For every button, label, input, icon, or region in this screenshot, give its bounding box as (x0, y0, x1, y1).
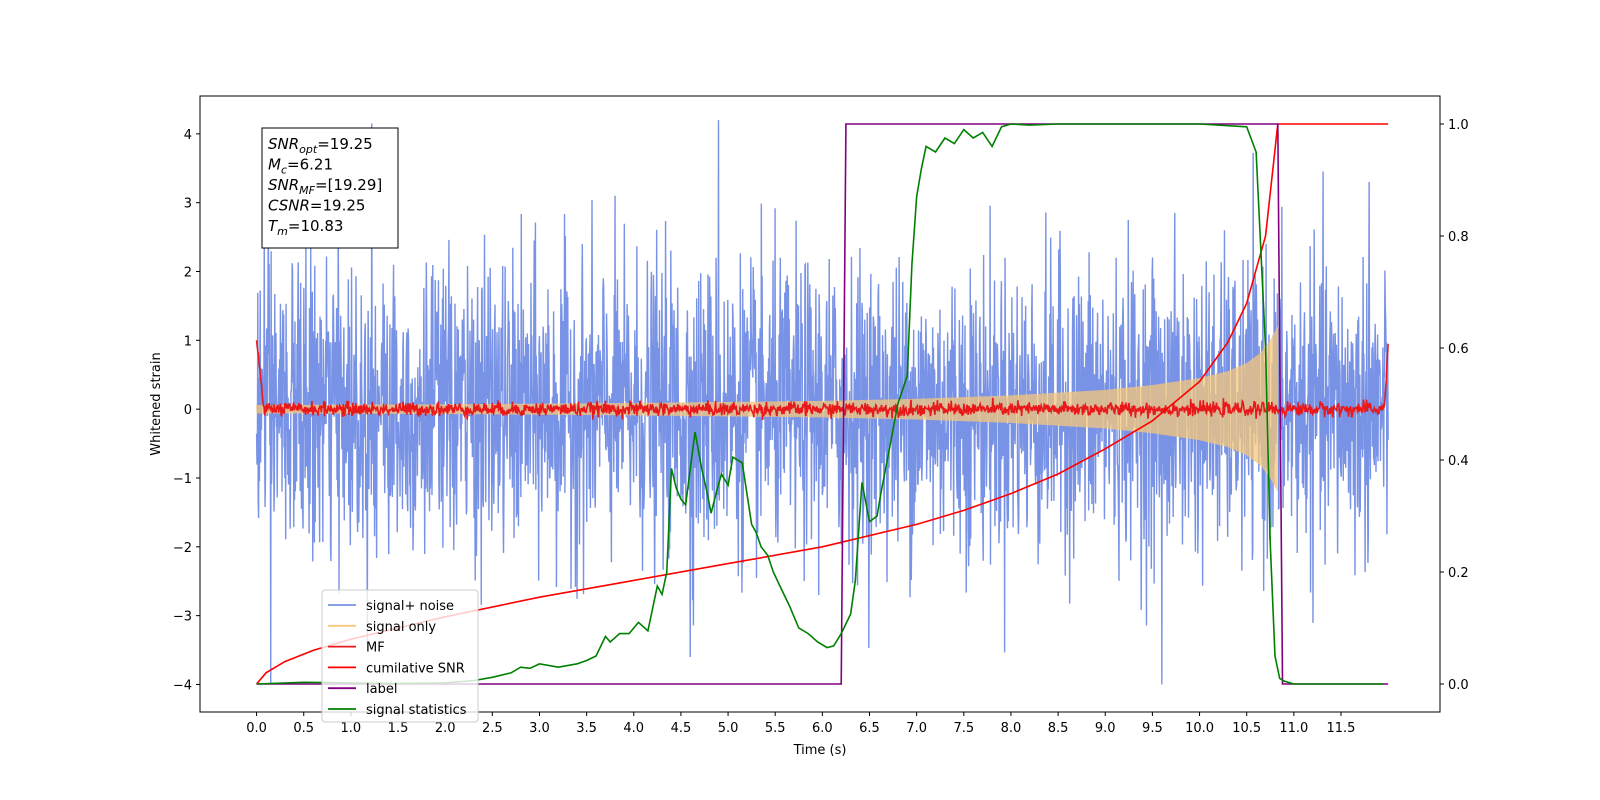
x-tick-label: 7.0 (906, 721, 927, 736)
x-tick-label: 5.0 (718, 721, 739, 736)
annotation-frame (261, 127, 399, 249)
x-tick-label: 4.5 (671, 721, 692, 736)
y2-tick-label: 1.0 (1448, 118, 1469, 133)
x-tick-label: 5.5 (765, 721, 786, 736)
legend-label: MF (366, 641, 385, 656)
x-axis-label: Time (s) (793, 743, 847, 758)
y-tick-label: 3 (184, 197, 192, 212)
legend-label: cumilative SNR (366, 661, 465, 676)
x-tick-label: 11.5 (1327, 721, 1356, 736)
x-tick-label: 1.5 (388, 721, 409, 736)
x-tick-label: 0.0 (246, 721, 267, 736)
legend-label: signal+ noise (366, 599, 454, 614)
legend-label: label (366, 682, 397, 697)
series-signal-only-line (255, 326, 1279, 491)
x-tick-label: 3.0 (529, 721, 550, 736)
x-tick-label: 8.0 (1001, 721, 1022, 736)
series-mf-line (255, 340, 1389, 420)
x-tick-label: 10.5 (1232, 721, 1261, 736)
x-tick-label: 2.5 (482, 721, 503, 736)
annotation-line: SNRMF=[19.29] (268, 176, 382, 197)
y2-tick-label: 0.4 (1448, 454, 1469, 469)
x-tick-label: 6.0 (812, 721, 833, 736)
annotation-line: Tm=10.83 (268, 217, 343, 238)
y-tick-label: 1 (184, 334, 192, 349)
y2-tick-label: 0.0 (1448, 678, 1469, 693)
x-tick-label: 11.0 (1279, 721, 1308, 736)
y-tick-label: 2 (184, 266, 192, 281)
x-tick-label: 0.5 (293, 721, 314, 736)
y-tick-label: 4 (184, 128, 192, 143)
annotation-line: CSNR=19.25 (268, 197, 365, 215)
y2-tick-label: 0.2 (1448, 566, 1469, 581)
legend-label: signal statistics (366, 703, 467, 718)
annotation-box: SNRopt=19.25Mc=6.21SNRMF=[19.29]CSNR=19.… (261, 127, 399, 249)
annotation-line: SNRopt=19.25 (268, 135, 373, 156)
y-tick-label: −4 (173, 678, 192, 693)
x-axis-ticks: 0.0 0.5 1.0 1.5 2.0 2.5 3.0 3.5 4.0 4.5 5.0 5.5 6.0 6… (246, 712, 1355, 736)
y-axis-left-ticks: −4 −3 −2 −1 0 1 2 3 4 (173, 128, 200, 693)
legend: signal+ noise signal only MF cumilative SNR… (321, 589, 479, 723)
x-tick-label: 9.5 (1142, 721, 1163, 736)
y-tick-label: −3 (173, 610, 192, 625)
y2-tick-label: 0.6 (1448, 342, 1469, 357)
legend-label: signal only (366, 620, 436, 635)
x-tick-label: 9.0 (1095, 721, 1116, 736)
x-tick-label: 4.0 (623, 721, 644, 736)
plot-frame (199, 95, 1441, 713)
series-signal-statistics-line (256, 123, 1384, 685)
y-axis-right-ticks: 0.0 0.2 0.4 0.6 0.8 1.0 (1440, 118, 1469, 693)
x-tick-label: 3.5 (576, 721, 597, 736)
annotation-line: Mc=6.21 (268, 156, 333, 177)
y-tick-label: 0 (184, 403, 192, 418)
y-axis-label: Whitened strain (149, 352, 164, 455)
x-tick-label: 8.5 (1048, 721, 1069, 736)
x-tick-label: 6.5 (859, 721, 880, 736)
x-tick-label: 7.5 (953, 721, 974, 736)
x-tick-label: 2.0 (435, 721, 456, 736)
x-tick-label: 1.0 (341, 721, 362, 736)
x-tick-label: 10.0 (1185, 721, 1214, 736)
y2-tick-label: 0.8 (1448, 230, 1469, 245)
legend-frame (321, 589, 479, 723)
y-tick-label: −2 (173, 541, 192, 556)
y-tick-label: −1 (173, 472, 192, 487)
